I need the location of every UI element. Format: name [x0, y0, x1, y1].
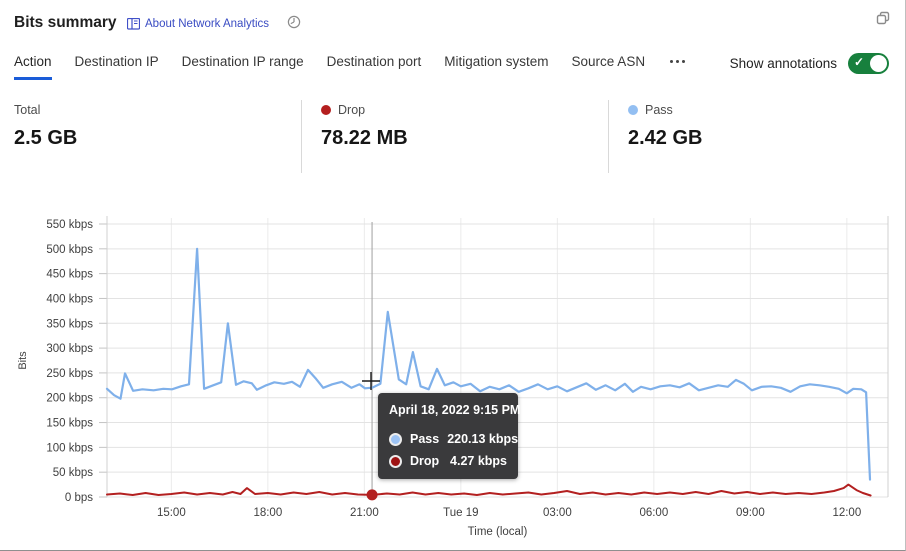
clock-icon[interactable]	[286, 15, 302, 31]
drop-dot-icon	[389, 454, 402, 468]
pass-dot-icon	[389, 432, 402, 446]
y-tick-label: 200 kbps	[46, 393, 93, 405]
page-title: Bits summary	[14, 14, 117, 31]
tab-mitigation-system[interactable]: Mitigation system	[444, 54, 549, 69]
stat-pass-label: Pass	[645, 103, 673, 117]
tab-source-asn[interactable]: Source ASN	[571, 54, 646, 69]
x-tick-label: 18:00	[253, 507, 282, 519]
x-tick-label: 09:00	[736, 507, 765, 519]
y-tick-label: 300 kbps	[46, 343, 93, 355]
y-tick-label: 100 kbps	[46, 442, 93, 454]
pass-line	[105, 247, 872, 481]
x-tick-label: 06:00	[639, 507, 668, 519]
x-tick-label: Tue 19	[443, 507, 478, 519]
stat-divider	[301, 100, 302, 173]
stat-drop-label: Drop	[338, 103, 366, 117]
tab-destination-port[interactable]: Destination port	[326, 54, 422, 69]
bits-time-series-chart[interactable]: 15:00 18:00 21:00 Tue 19 03:00 06:00 09:00 12:0…	[0, 195, 905, 550]
tooltip-series-value: 4.27 kbps	[450, 454, 507, 468]
y-tick-label: 550 kbps	[46, 219, 93, 231]
stat-drop: Drop 78.22 MB	[321, 103, 408, 150]
y-tick-label: 150 kbps	[46, 418, 93, 430]
stat-total: Total 2.5 GB	[14, 103, 77, 150]
tab-destination-ip[interactable]: Destination IP	[74, 54, 159, 69]
tooltip-series-name: Drop	[410, 454, 440, 468]
stat-pass-value: 2.42 GB	[628, 127, 703, 149]
chart-tooltip: April 18, 2022 9:15 PM Pass 220.13 kbps Dr…	[378, 393, 521, 479]
stat-total-value: 2.5 GB	[14, 127, 78, 149]
show-annotations-label: Show annotations	[729, 56, 837, 71]
y-tick-label: 500 kbps	[46, 244, 93, 256]
show-annotations-control: Show annotations ✓	[730, 53, 889, 74]
more-tabs-ellipsis-icon[interactable]	[668, 54, 687, 69]
drop-line	[106, 483, 872, 497]
tab-destination-ip-range[interactable]: Destination IP range	[181, 54, 304, 69]
y-axis-title: Bits	[17, 351, 29, 370]
x-axis-title: Time (local)	[468, 526, 528, 538]
restore-window-icon[interactable]	[876, 11, 892, 27]
x-tick-label: 21:00	[350, 507, 379, 519]
tooltip-series-name: Pass	[410, 432, 440, 446]
y-tick-label: 400 kbps	[46, 293, 93, 305]
drop-hover-marker	[366, 489, 378, 501]
x-tick-label: 12:00	[832, 507, 861, 519]
show-annotations-toggle[interactable]: ✓	[848, 53, 889, 74]
y-tick-label: 450 kbps	[46, 269, 93, 281]
x-tick-label: 03:00	[543, 507, 572, 519]
about-link-label: About Network Analytics	[145, 18, 270, 30]
tooltip-row-drop: Drop 4.27 kbps	[389, 454, 507, 468]
y-tick-label: 50 kbps	[53, 467, 94, 479]
y-tick-label: 0 bps	[65, 492, 93, 504]
book-icon	[127, 18, 140, 30]
toggle-knob	[870, 55, 887, 72]
tooltip-series-value: 220.13 kbps	[447, 432, 519, 446]
chart-svg: 15:00 18:00 21:00 Tue 19 03:00 06:00 09:00 12:0…	[17, 216, 889, 538]
stat-pass: Pass 2.42 GB	[628, 103, 702, 150]
pass-dot	[628, 105, 638, 115]
tooltip-timestamp: April 18, 2022 9:15 PM	[389, 403, 521, 417]
x-tick-label: 15:00	[157, 507, 186, 519]
stat-divider	[608, 100, 609, 173]
stat-drop-value: 78.22 MB	[321, 127, 408, 149]
y-tick-label: 350 kbps	[46, 318, 93, 330]
check-icon: ✓	[854, 55, 865, 69]
y-tick-label: 250 kbps	[46, 368, 93, 380]
about-network-analytics-link[interactable]: About Network Analytics	[127, 18, 269, 30]
drop-dot	[321, 105, 331, 115]
tooltip-row-pass: Pass 220.13 kbps	[389, 432, 518, 446]
stat-total-label: Total	[14, 103, 41, 117]
tab-action[interactable]: Action	[14, 54, 52, 80]
tab-bar: Action Destination IP Destination IP range…	[14, 54, 687, 80]
